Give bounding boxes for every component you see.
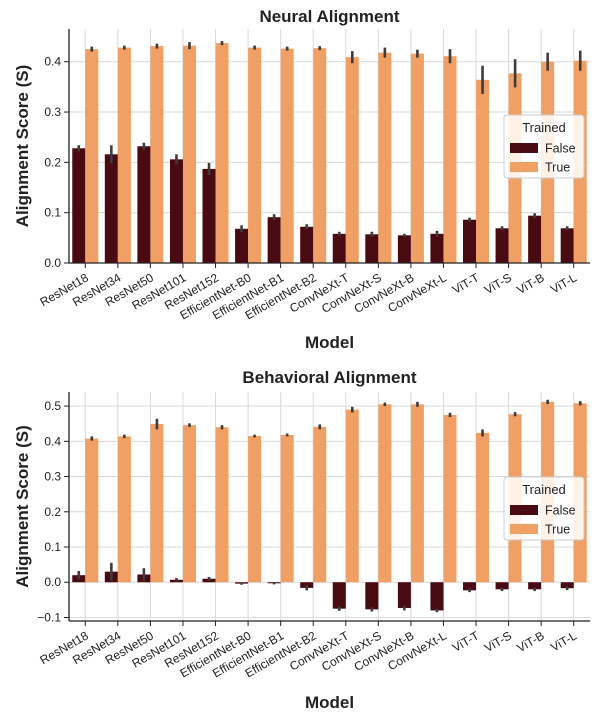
bar-true — [117, 436, 131, 583]
bar-false — [430, 582, 444, 611]
x-tick-label: ViT-S — [482, 628, 514, 655]
bar-true — [443, 414, 457, 583]
y-tick-label: 0.0 — [44, 256, 61, 270]
y-tick-label: 0.3 — [44, 470, 61, 484]
legend-title: Trained — [522, 120, 566, 135]
bar-true — [248, 436, 262, 583]
bar-false — [463, 219, 477, 263]
bar-true — [410, 53, 424, 263]
chart-title: Neural Alignment — [259, 7, 399, 26]
bar-false — [397, 582, 411, 608]
bar-false — [365, 582, 379, 610]
bar-false — [267, 217, 281, 263]
y-tick-label: 0.1 — [44, 540, 61, 554]
y-tick-label: 0.4 — [44, 434, 61, 448]
legend-label: True — [545, 161, 570, 175]
bar-false — [104, 154, 118, 263]
x-tick-label: ViT-L — [548, 628, 579, 654]
bar-false — [365, 234, 379, 263]
chart-title: Behavioral Alignment — [242, 368, 416, 387]
x-tick-label: ViT-T — [450, 270, 482, 297]
legend-label: False — [545, 142, 576, 156]
bar-true — [150, 424, 164, 583]
bar-false — [528, 215, 542, 263]
legend-label: True — [545, 523, 570, 537]
bar-true — [280, 434, 294, 583]
x-tick-label: ViT-T — [450, 628, 482, 655]
bar-true — [443, 56, 457, 263]
bar-true — [313, 48, 327, 263]
bar-false — [332, 233, 346, 263]
bar-true — [345, 409, 359, 583]
bar-false — [235, 228, 249, 263]
bar-false — [560, 582, 574, 589]
bar-true — [117, 47, 131, 263]
bar-true — [410, 404, 424, 583]
bar-true — [215, 43, 229, 263]
y-tick-label: 0.5 — [44, 399, 61, 413]
chart-1: 0.00.10.20.30.4ResNet18ResNet34ResNet50R… — [13, 7, 590, 352]
bar-false — [300, 582, 314, 588]
bar-false — [528, 582, 542, 590]
y-axis-label: Alignment Score (S) — [13, 425, 32, 587]
y-axis-label: Alignment Score (S) — [13, 65, 32, 227]
bar-true — [476, 79, 490, 263]
legend-swatch — [510, 505, 538, 515]
legend-title: Trained — [522, 482, 566, 497]
x-tick-label: ViT-B — [514, 270, 546, 297]
legend: Trained False True — [503, 114, 585, 179]
y-tick-label: 0.1 — [44, 206, 61, 220]
bar-true — [378, 52, 392, 263]
y-tick-label: 0.2 — [44, 155, 61, 169]
bar-true — [378, 404, 392, 583]
bar-true — [476, 432, 490, 583]
bar-false — [495, 582, 509, 590]
y-tick-label: 0.2 — [44, 505, 61, 519]
legend: Trained False True — [503, 476, 585, 541]
bar-true — [280, 48, 294, 263]
x-axis-label: Model — [305, 333, 354, 352]
legend-swatch — [510, 524, 538, 534]
legend-label: False — [545, 504, 576, 518]
bar-true — [182, 45, 196, 264]
bar-false — [169, 159, 183, 263]
bar-true — [248, 47, 262, 263]
chart-2: −0.10.00.10.20.30.40.5ResNet18ResNet34Re… — [13, 368, 590, 712]
bar-true — [215, 427, 229, 583]
y-tick-label: 0.4 — [44, 55, 61, 69]
y-tick-label: −0.1 — [37, 610, 61, 624]
legend-swatch — [510, 162, 538, 172]
y-tick-label: 0.0 — [44, 575, 61, 589]
bar-false — [72, 148, 86, 263]
x-tick-label: ViT-B — [514, 628, 546, 655]
bar-false — [137, 146, 151, 263]
bar-true — [85, 49, 99, 264]
bar-false — [560, 228, 574, 263]
bar-true — [345, 57, 359, 263]
bar-false — [300, 226, 314, 263]
y-tick-label: 0.3 — [44, 105, 61, 119]
bar-false — [430, 233, 444, 263]
x-tick-label: ViT-L — [548, 270, 579, 296]
bar-false — [202, 168, 216, 263]
legend-swatch — [510, 143, 538, 153]
bar-false — [397, 235, 411, 263]
bar-false — [495, 228, 509, 263]
bar-true — [85, 438, 99, 583]
bar-true — [150, 46, 164, 263]
bar-true — [182, 425, 196, 583]
x-tick-label: ViT-S — [482, 270, 514, 297]
bar-true — [313, 426, 327, 583]
bar-false — [332, 582, 346, 609]
bar-false — [463, 582, 477, 591]
x-axis-label: Model — [305, 693, 354, 712]
